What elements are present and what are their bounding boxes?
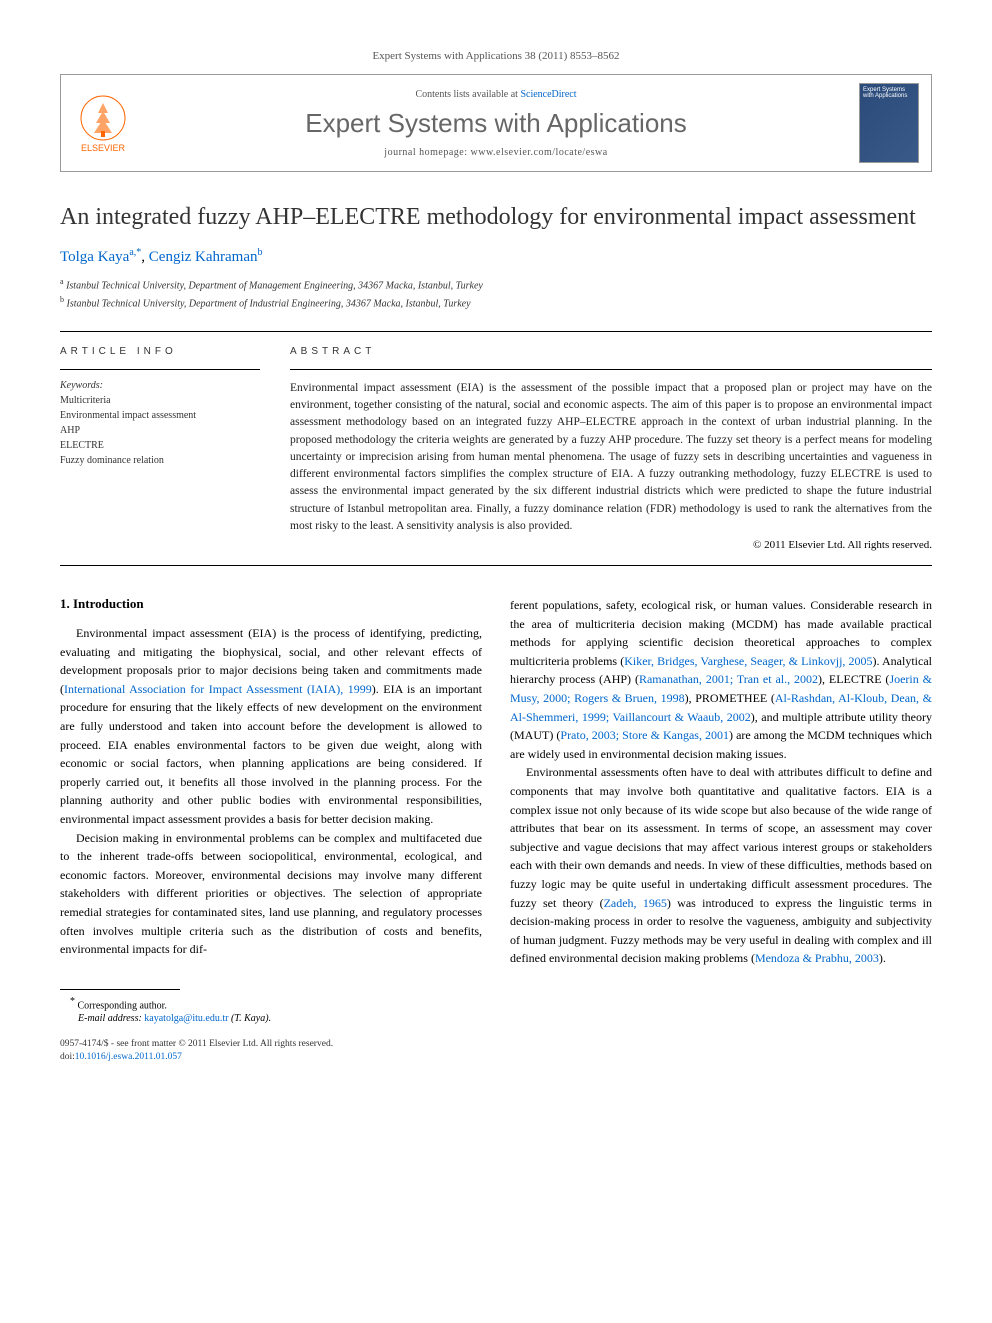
corresponding-author-note: * Corresponding author. <box>70 996 482 1011</box>
elsevier-logo: ELSEVIER <box>73 88 133 158</box>
footer-doi-line: doi:10.1016/j.eswa.2011.01.057 <box>60 1051 482 1064</box>
section-divider <box>60 331 932 332</box>
keyword-item: ELECTRE <box>60 438 260 453</box>
journal-header-box: ELSEVIER Contents lists available at Sci… <box>60 74 932 172</box>
affiliations-block: a Istanbul Technical University, Departm… <box>60 276 932 311</box>
abstract-column: ABSTRACT Environmental impact assessment… <box>290 346 932 551</box>
author-link[interactable]: Tolga Kaya <box>60 249 129 265</box>
info-abstract-row: ARTICLE INFO Keywords: Multicriteria Env… <box>60 346 932 551</box>
elsevier-label: ELSEVIER <box>81 143 125 153</box>
footer-issn-line: 0957-4174/$ - see front matter © 2011 El… <box>60 1038 482 1051</box>
keyword-item: Multicriteria <box>60 393 260 408</box>
journal-cover-thumbnail: Expert Systems with Applications <box>859 83 919 163</box>
body-paragraph: Decision making in environmental problem… <box>60 829 482 959</box>
affil-sup: a <box>60 277 64 286</box>
citation-link[interactable]: Zadeh, 1965 <box>604 896 667 910</box>
header-center: Contents lists available at ScienceDirec… <box>133 89 859 158</box>
homepage-url: www.elsevier.com/locate/eswa <box>471 147 608 158</box>
footer-references: 0957-4174/$ - see front matter © 2011 El… <box>60 1038 482 1065</box>
email-label: E-mail address: <box>78 1013 142 1024</box>
keyword-item: Environmental impact assessment <box>60 408 260 423</box>
citation-link[interactable]: Prato, 2003; Store & Kangas, 2001 <box>560 728 729 742</box>
citation-link[interactable]: Kiker, Bridges, Varghese, Seager, & Link… <box>624 654 872 668</box>
affiliation-line: b Istanbul Technical University, Departm… <box>60 294 932 311</box>
abstract-text: Environmental impact assessment (EIA) is… <box>290 380 932 535</box>
body-left-column: 1. Introduction Environmental impact ass… <box>60 596 482 1065</box>
affiliation-line: a Istanbul Technical University, Departm… <box>60 276 932 293</box>
author-affil-sup: b <box>258 247 263 258</box>
email-author: (T. Kaya). <box>231 1013 271 1024</box>
sciencedirect-link[interactable]: ScienceDirect <box>520 89 576 100</box>
cover-text: Expert Systems with Applications <box>863 87 915 99</box>
body-two-columns: 1. Introduction Environmental impact ass… <box>60 596 932 1065</box>
citation-link[interactable]: International Association for Impact Ass… <box>64 682 372 696</box>
doi-link[interactable]: 10.1016/j.eswa.2011.01.057 <box>75 1052 182 1062</box>
para-text: Environmental assessments often have to … <box>510 765 932 909</box>
author-separator: , <box>141 249 149 265</box>
contents-prefix: Contents lists available at <box>415 89 520 100</box>
body-right-column: ferent populations, safety, ecological r… <box>510 596 932 1065</box>
article-info-column: ARTICLE INFO Keywords: Multicriteria Env… <box>60 346 260 551</box>
citation-link[interactable]: Ramanathan, 2001; Tran et al., 2002 <box>639 672 818 686</box>
homepage-prefix: journal homepage: <box>384 147 470 158</box>
info-divider <box>60 369 260 370</box>
body-paragraph: Environmental assessments often have to … <box>510 763 932 968</box>
para-text: ), PROMETHEE ( <box>685 691 775 705</box>
article-info-heading: ARTICLE INFO <box>60 346 260 357</box>
corr-label: Corresponding author. <box>78 1000 167 1011</box>
journal-reference: Expert Systems with Applications 38 (201… <box>60 50 932 62</box>
citation-link[interactable]: Mendoza & Prabhu, 2003 <box>755 951 879 965</box>
email-line: E-mail address: kayatolga@itu.edu.tr (T.… <box>78 1013 482 1024</box>
article-title: An integrated fuzzy AHP–ELECTRE methodol… <box>60 202 932 233</box>
body-paragraph: Environmental impact assessment (EIA) is… <box>60 624 482 829</box>
elsevier-tree-icon <box>78 93 128 143</box>
contents-available-line: Contents lists available at ScienceDirec… <box>133 89 859 100</box>
affil-sup: b <box>60 295 64 304</box>
keyword-item: Fuzzy dominance relation <box>60 453 260 468</box>
para-text: ). <box>879 951 886 965</box>
para-text: ), ELECTRE ( <box>818 672 889 686</box>
keywords-label: Keywords: <box>60 380 260 391</box>
section-heading-intro: 1. Introduction <box>60 596 482 612</box>
journal-homepage-line: journal homepage: www.elsevier.com/locat… <box>133 147 859 158</box>
para-text: ). EIA is an important procedure for ens… <box>60 682 482 826</box>
affil-text: Istanbul Technical University, Departmen… <box>66 281 483 292</box>
footnote-divider <box>60 989 180 990</box>
abstract-copyright: © 2011 Elsevier Ltd. All rights reserved… <box>290 539 932 551</box>
email-link[interactable]: kayatolga@itu.edu.tr <box>144 1013 228 1024</box>
section-divider <box>60 565 932 566</box>
body-paragraph: ferent populations, safety, ecological r… <box>510 596 932 763</box>
authors-line: Tolga Kayaa,*, Cengiz Kahramanb <box>60 247 932 266</box>
abstract-heading: ABSTRACT <box>290 346 932 357</box>
author-link[interactable]: Cengiz Kahraman <box>149 249 258 265</box>
abstract-divider <box>290 369 932 370</box>
affil-text: Istanbul Technical University, Departmen… <box>67 298 471 309</box>
doi-label: doi: <box>60 1052 75 1062</box>
journal-name: Expert Systems with Applications <box>133 108 859 139</box>
keyword-item: AHP <box>60 423 260 438</box>
star-icon: * <box>70 996 75 1007</box>
